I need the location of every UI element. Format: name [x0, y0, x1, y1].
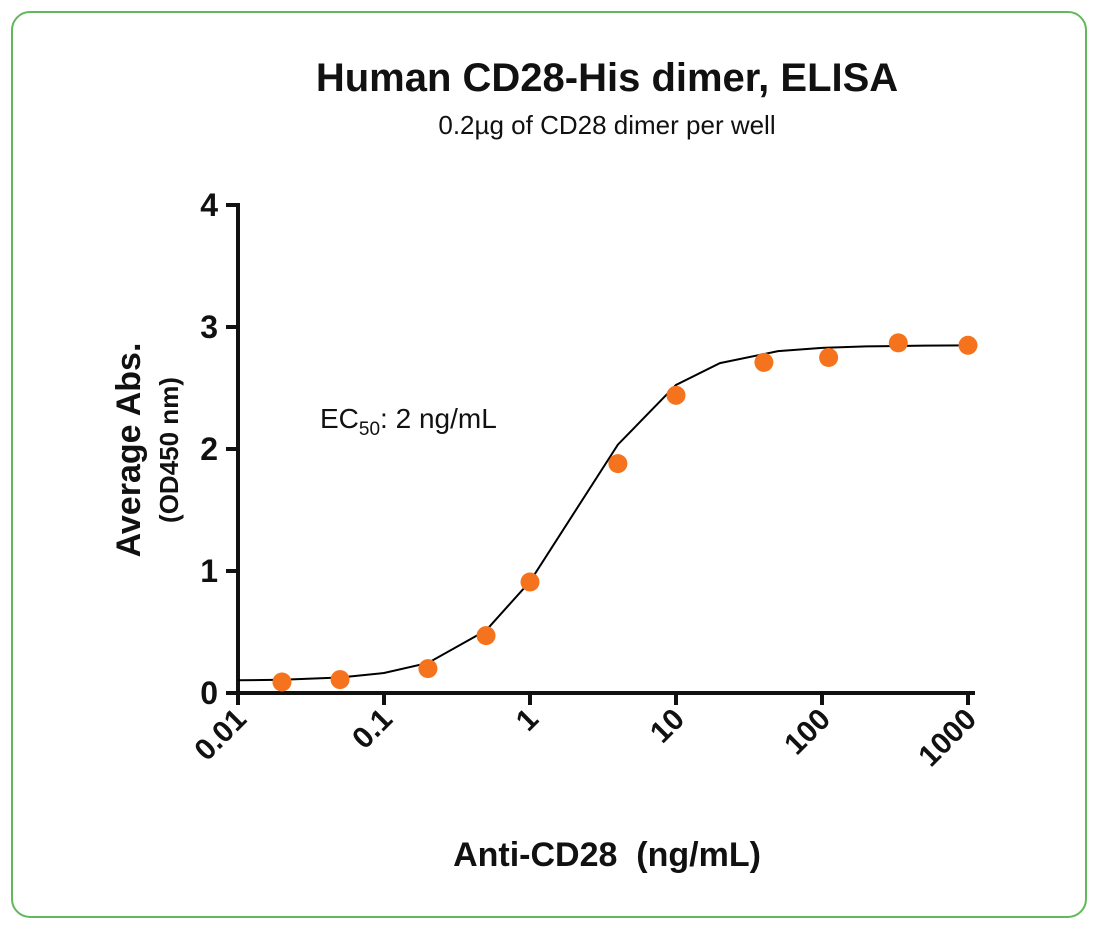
data-point [272, 672, 292, 692]
y-tick-label: 0 [200, 675, 218, 711]
y-tick-label: 4 [200, 187, 218, 223]
y-axis-unit: (OD450 nm) [154, 377, 184, 523]
y-axis-title: Average Abs. [110, 343, 148, 558]
data-point [754, 352, 774, 372]
data-point [330, 670, 350, 690]
data-point [476, 626, 496, 646]
data-point [666, 385, 686, 405]
annotation-rest: : 2 ng/mL [380, 403, 497, 434]
chart-subtitle: 0.2µg of CD28 dimer per well [438, 110, 775, 140]
x-axis-title: Anti-CD28 (ng/mL) [453, 836, 761, 874]
chart-title: Human CD28-His dimer, ELISA [316, 56, 898, 100]
data-point [418, 659, 438, 679]
annotation: EC50: 2 ng/mL [320, 403, 497, 440]
annotation-sub: 50 [359, 419, 380, 440]
data-point [608, 454, 628, 474]
data-point [888, 333, 908, 353]
data-point [958, 335, 978, 355]
annotation-text: EC [320, 403, 359, 434]
data-point [819, 348, 839, 367]
fit-curve [237, 344, 969, 682]
y-tick-label: 2 [200, 431, 218, 467]
data-point [520, 572, 540, 592]
y-tick-label: 3 [200, 309, 218, 345]
y-tick-label: 1 [200, 553, 218, 589]
